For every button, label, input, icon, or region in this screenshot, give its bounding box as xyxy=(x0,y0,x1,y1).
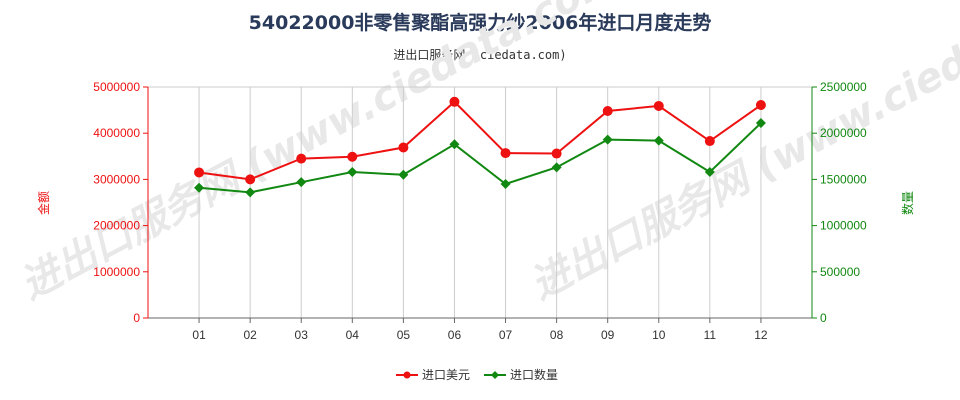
legend: 进口美元 进口数量 xyxy=(396,367,558,382)
y-tick-label-left: 4000000 xyxy=(93,126,140,140)
axes xyxy=(147,86,813,319)
x-tick-label: 12 xyxy=(754,328,768,342)
y-tick-label-left: 2000000 xyxy=(93,219,140,233)
series-layer xyxy=(194,96,766,198)
data-point-quantity xyxy=(245,187,256,198)
data-point-usd xyxy=(602,106,613,117)
data-point-quantity xyxy=(296,177,307,188)
x-tick-label: 02 xyxy=(243,328,257,342)
x-tick-label: 10 xyxy=(652,328,666,342)
y-tick-label-right: 500000 xyxy=(820,265,860,279)
data-point-usd xyxy=(347,151,358,162)
data-point-quantity xyxy=(704,167,715,178)
x-tick-label: 07 xyxy=(499,328,513,342)
y-tick-label-left: 0 xyxy=(133,311,140,325)
data-point-quantity xyxy=(500,179,511,190)
y-tick-label-left: 3000000 xyxy=(93,172,140,186)
series-line-quantity xyxy=(198,122,762,194)
y-axis-label-left: 金额 xyxy=(36,191,51,215)
chart-title: 54022000非零售聚酯高强力纱2006年进口月度走势 xyxy=(248,12,712,34)
data-point-quantity xyxy=(602,134,613,145)
data-point-usd xyxy=(296,153,307,164)
x-tick-label: 06 xyxy=(448,328,462,342)
x-tick-label: 09 xyxy=(601,328,615,342)
y-tick-label-left: 1000000 xyxy=(93,265,140,279)
chart-subtitle: 进出口服务网 (ciedata.com) xyxy=(393,48,567,62)
data-point-usd xyxy=(551,148,562,159)
data-point-usd xyxy=(755,100,766,111)
data-point-quantity xyxy=(653,135,664,146)
tick-labels: 0100000020000003000000400000050000000500… xyxy=(93,80,867,342)
legend-marker-usd xyxy=(403,371,411,379)
data-point-quantity xyxy=(398,169,409,180)
legend-marker-quantity xyxy=(491,371,499,379)
y-tick-label-right: 2000000 xyxy=(820,126,867,140)
data-point-quantity xyxy=(755,118,766,129)
data-point-quantity xyxy=(551,162,562,173)
y-tick-label-right: 0 xyxy=(820,311,827,325)
y-tick-label-right: 2500000 xyxy=(820,80,867,94)
x-tick-label: 05 xyxy=(397,328,411,342)
data-point-usd xyxy=(194,167,205,178)
data-point-usd xyxy=(398,142,409,153)
legend-label-usd: 进口美元 xyxy=(422,368,470,382)
data-point-usd xyxy=(245,174,256,185)
y-axis-label-right: 数量 xyxy=(900,191,915,215)
data-point-usd xyxy=(704,136,715,147)
data-point-usd xyxy=(653,100,664,111)
watermark-right: 进出口服务网 (www.ciedata.com) xyxy=(523,0,960,309)
legend-label-quantity: 进口数量 xyxy=(510,367,558,382)
data-point-usd xyxy=(500,148,511,159)
x-tick-label: 04 xyxy=(346,328,360,342)
data-point-quantity xyxy=(347,167,358,178)
data-point-quantity xyxy=(449,139,460,150)
y-tick-label-right: 1000000 xyxy=(820,219,867,233)
data-point-quantity xyxy=(194,182,205,193)
x-tick-label: 11 xyxy=(704,328,717,342)
series-line-usd xyxy=(198,100,762,181)
data-point-usd xyxy=(449,96,460,107)
x-tick-label: 03 xyxy=(295,328,309,342)
y-tick-label-left: 5000000 xyxy=(93,80,140,94)
watermark-layer: 进出口服务网 (www.ciedata.com) 进出口服务网 (www.cie… xyxy=(13,0,960,309)
x-tick-label: 08 xyxy=(550,328,564,342)
x-tick-label: 01 xyxy=(192,328,206,342)
y-tick-label-right: 1500000 xyxy=(820,172,867,186)
